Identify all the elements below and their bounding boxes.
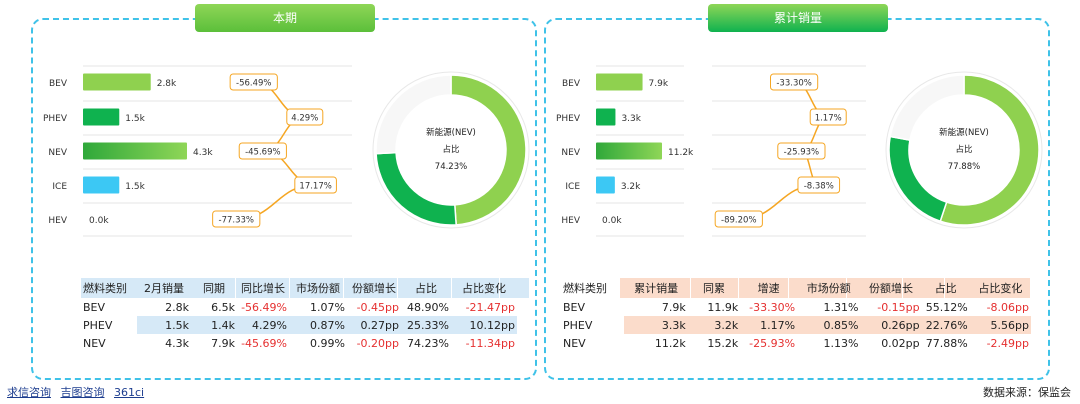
header-cell: 占比变化 xyxy=(978,282,1023,295)
data-source: 数据来源：保监会 xyxy=(983,386,1071,399)
header-cell: 份额增长 xyxy=(352,282,396,295)
table-cell: BEV xyxy=(563,300,586,314)
table-cell: 77.88% xyxy=(925,336,968,350)
table-cell: 4.29% xyxy=(237,316,289,334)
panel-title: 累计销量 xyxy=(708,4,888,32)
table-cell: -0.20pp xyxy=(356,336,399,350)
table-cell: 0.27pp xyxy=(347,316,401,334)
table-row: NEV 4.3k 7.9k -45.69% 0.99% -0.20pp 74.23% -11.… xyxy=(81,334,517,352)
table-cell: 15.2k xyxy=(707,336,739,350)
table-cell: PHEV xyxy=(563,318,593,332)
header-cell: 市场份额 xyxy=(296,282,340,295)
table-cell: 0.87% xyxy=(289,316,347,334)
table-cell: 1.17% xyxy=(740,316,798,334)
table-cell: BEV xyxy=(83,300,106,314)
header-cell: 同累 xyxy=(703,282,725,295)
table-cell: 4.3k xyxy=(165,336,189,350)
header-cell: 燃料类别 xyxy=(83,282,127,295)
table-cell: NEV xyxy=(563,336,586,350)
table-cell: 48.90% xyxy=(407,300,449,314)
table-header-bar xyxy=(81,278,529,298)
table-header-row: 燃料类别 累计销量 同累 增速 市场份额 份额增长 占比 占比变化 xyxy=(561,278,1031,298)
table-row: PHEV 3.3k 3.2k 1.17% 0.85% 0.26pp 22.76% 5.56pp xyxy=(561,316,1031,334)
table-cell: 6.5k xyxy=(211,300,235,314)
table-cell: 0.02pp xyxy=(881,336,920,350)
table-cell: -45.69% xyxy=(241,336,287,350)
current-period-table: 燃料类别 2月销量 同期 同比增长 市场份额 份额增长 占比 占比变化 BEV 2… xyxy=(81,278,517,352)
table-row: BEV 7.9k 11.9k -33.30% 1.31% -0.15pp 55.12% -8.… xyxy=(561,298,1031,316)
table-cell: 7.9k xyxy=(211,336,235,350)
table-cell: 3.3k xyxy=(624,316,688,334)
table-cell: 11.9k xyxy=(707,300,739,314)
table-cell: 0.99% xyxy=(310,336,345,350)
table-cell: -56.49% xyxy=(241,300,287,314)
table-cell: 74.23% xyxy=(407,336,449,350)
table-cell: -33.30% xyxy=(749,300,796,314)
table-cell: PHEV xyxy=(83,318,113,332)
table-cell: 1.4k xyxy=(191,316,237,334)
panel-title: 本期 xyxy=(195,4,375,32)
table-cell: 1.31% xyxy=(823,300,859,314)
table-cell: 7.9k xyxy=(661,300,686,314)
header-cell: 增速 xyxy=(757,282,780,295)
table-row: NEV 11.2k 15.2k -25.93% 1.13% 0.02pp 77.88% -2.… xyxy=(561,334,1031,352)
table-cell: 5.56pp xyxy=(969,316,1031,334)
table-row: PHEV 1.5k 1.4k 4.29% 0.87% 0.27pp 25.33% 10.12p… xyxy=(81,316,517,334)
table-cell: 1.5k xyxy=(137,316,191,334)
table-cell: -2.49pp xyxy=(986,336,1029,350)
table-cell: -21.47pp xyxy=(465,300,515,314)
footer-link[interactable]: 361ci xyxy=(114,386,145,399)
header-cell: 同期 xyxy=(203,282,225,295)
cumulative-panel: 累计销量 xyxy=(544,4,1050,380)
table-cell: -11.34pp xyxy=(465,336,515,350)
header-cell: 燃料类别 xyxy=(563,282,607,295)
header-cell: 占比 xyxy=(934,282,957,295)
table-header-bar xyxy=(620,278,1030,298)
table-cell: NEV xyxy=(83,336,106,350)
table-cell: -0.45pp xyxy=(356,300,399,314)
footer-link[interactable]: 吉图咨询 xyxy=(60,386,105,399)
header-cell: 占比 xyxy=(415,282,437,295)
current-period-panel: 本期 xyxy=(31,4,537,380)
header-cell: 同比增长 xyxy=(241,282,285,295)
table-row: BEV 2.8k 6.5k -56.49% 1.07% -0.45pp 48.90% -21.… xyxy=(81,298,517,316)
table-cell: 55.12% xyxy=(925,300,968,314)
table-cell: 3.2k xyxy=(687,316,741,334)
header-cell: 市场份额 xyxy=(806,282,851,295)
table-cell: 10.12pp xyxy=(451,316,517,334)
header-cell: 占比变化 xyxy=(462,282,506,295)
table-cell: 1.07% xyxy=(310,300,345,314)
table-cell: 1.13% xyxy=(823,336,859,350)
table-cell: 0.85% xyxy=(797,316,861,334)
header-cell: 份额增长 xyxy=(869,282,914,295)
table-cell: 11.2k xyxy=(654,336,686,350)
header-cell: 2月销量 xyxy=(144,282,184,295)
table-cell: -25.93% xyxy=(749,336,796,350)
table-cell: -0.15pp xyxy=(877,300,920,314)
table-cell: -8.06pp xyxy=(986,300,1029,314)
footer-link[interactable]: 求信咨询 xyxy=(7,386,51,399)
footer-links: 求信咨询 吉图咨询 361ci xyxy=(7,384,150,400)
table-header-row: 燃料类别 2月销量 同期 同比增长 市场份额 份额增长 占比 占比变化 xyxy=(81,278,517,298)
header-cell: 累计销量 xyxy=(634,282,679,295)
table-cell: 2.8k xyxy=(165,300,189,314)
table-cell: 22.76% xyxy=(921,316,970,334)
cumulative-table: 燃料类别 累计销量 同累 增速 市场份额 份额增长 占比 占比变化 BEV 7.9… xyxy=(561,278,1031,352)
table-cell: 0.26pp xyxy=(860,316,922,334)
table-cell: 25.33% xyxy=(401,316,451,334)
